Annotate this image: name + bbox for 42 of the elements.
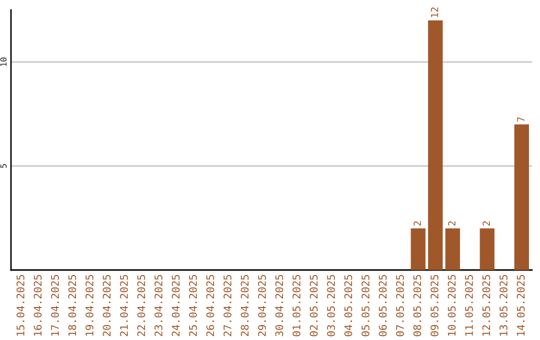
x-tick-label: 18.04.2025 bbox=[68, 275, 76, 336]
x-tick-label: 04.05.2025 bbox=[344, 275, 352, 336]
bar bbox=[428, 20, 443, 270]
x-tick-label: 07.05.2025 bbox=[396, 275, 404, 336]
x-tick-label: 12.05.2025 bbox=[482, 275, 490, 336]
x-tick-label: 26.04.2025 bbox=[206, 275, 214, 336]
x-tick-label: 28.04.2025 bbox=[240, 275, 249, 336]
x-tick-label: 03.05.2025 bbox=[327, 275, 335, 336]
data-label: 2 bbox=[448, 221, 456, 226]
x-tick-label: 25.04.2025 bbox=[189, 275, 197, 336]
x-tick-label: 30.04.2025 bbox=[275, 275, 284, 336]
x-tick-label: 06.05.2025 bbox=[378, 275, 387, 336]
x-tick-label: 23.04.2025 bbox=[154, 275, 162, 336]
x-tick-label: 10.05.2025 bbox=[448, 275, 456, 336]
x-tick-label: 01.05.2025 bbox=[292, 275, 300, 336]
data-label: 7 bbox=[517, 117, 524, 122]
x-tick-label: 19.04.2025 bbox=[86, 275, 94, 336]
x-tick-label: 08.05.2025 bbox=[413, 275, 422, 336]
x-tick-label: 24.04.2025 bbox=[172, 275, 180, 336]
x-tick-label: 15.04.2025 bbox=[16, 275, 24, 336]
x-tick-label: 20.04.2025 bbox=[102, 275, 111, 336]
x-tick-label: 17.04.2025 bbox=[51, 275, 59, 336]
y-tick-label: 10 bbox=[0, 58, 7, 66]
bar bbox=[410, 228, 426, 270]
x-tick-label: 29.04.2025 bbox=[258, 275, 266, 336]
bar bbox=[480, 228, 494, 270]
y-tick-label: 5 bbox=[0, 164, 7, 168]
x-tick-label: 21.04.2025 bbox=[120, 275, 128, 336]
x-tick-label: 14.05.2025 bbox=[516, 275, 525, 336]
bar bbox=[445, 228, 460, 270]
x-tick-label: 09.05.2025 bbox=[430, 275, 438, 336]
data-label: 2 bbox=[482, 221, 490, 226]
data-label: 2 bbox=[414, 221, 421, 226]
x-tick-label: 16.04.2025 bbox=[34, 275, 42, 336]
x-tick-label: 02.05.2025 bbox=[310, 275, 318, 336]
x-tick-label: 22.04.2025 bbox=[137, 275, 146, 336]
data-label: 12 bbox=[430, 7, 438, 18]
x-tick-label: 27.04.2025 bbox=[224, 275, 232, 336]
x-tick-label: 05.05.2025 bbox=[362, 275, 370, 336]
x-tick-label: 13.05.2025 bbox=[500, 275, 508, 336]
bar bbox=[514, 124, 529, 270]
x-tick-label: 11.05.2025 bbox=[465, 275, 473, 336]
